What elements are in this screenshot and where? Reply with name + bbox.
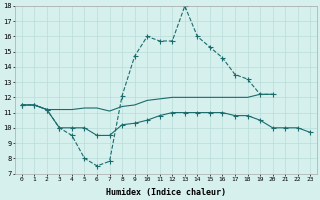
X-axis label: Humidex (Indice chaleur): Humidex (Indice chaleur) [106,188,226,197]
